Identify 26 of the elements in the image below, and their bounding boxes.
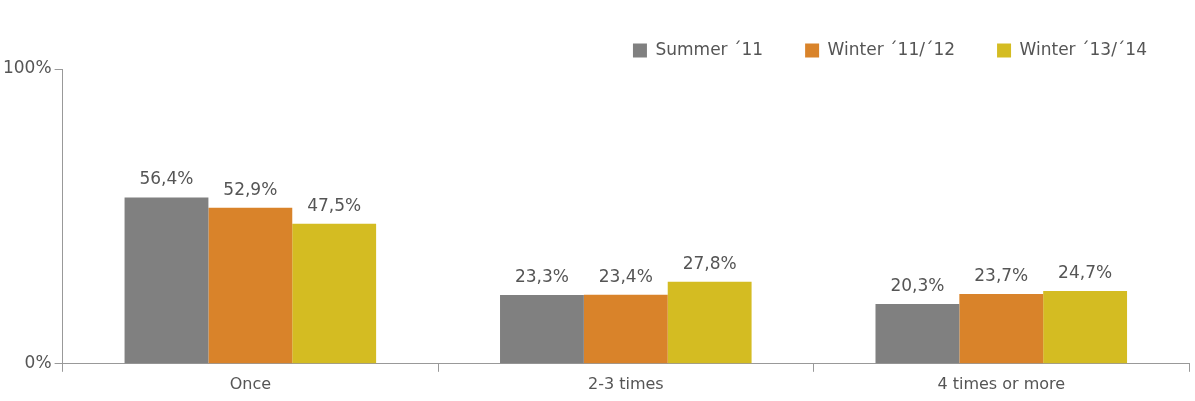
legend-label: Winter ´11/´12 <box>827 38 956 59</box>
bar <box>292 223 377 364</box>
data-label: 24,7% <box>1058 261 1113 282</box>
bar <box>1043 290 1128 364</box>
bar <box>208 207 293 364</box>
bar <box>959 293 1044 364</box>
y-tick-label: 100% <box>2 57 52 78</box>
data-label: 27,8% <box>682 252 737 273</box>
x-tick-label: 4 times or more <box>937 373 1066 393</box>
data-label: 23,4% <box>598 265 653 286</box>
data-label: 23,3% <box>514 266 569 287</box>
data-label: 47,5% <box>307 194 362 215</box>
legend-label: Summer ´11 <box>655 38 764 59</box>
bar <box>583 294 668 364</box>
legend-label: Winter ´13/´14 <box>1019 38 1148 59</box>
bar <box>124 197 209 364</box>
bar <box>875 303 960 364</box>
y-tick-label: 0% <box>24 352 52 373</box>
data-label: 52,9% <box>223 178 278 199</box>
x-tick-label: Once <box>229 373 272 393</box>
x-tick-label: 2-3 times <box>587 373 664 393</box>
data-label: 23,7% <box>974 264 1029 285</box>
data-label: 56,4% <box>139 168 194 189</box>
data-label: 20,3% <box>890 274 945 295</box>
bar <box>500 295 584 364</box>
bar <box>667 281 752 364</box>
